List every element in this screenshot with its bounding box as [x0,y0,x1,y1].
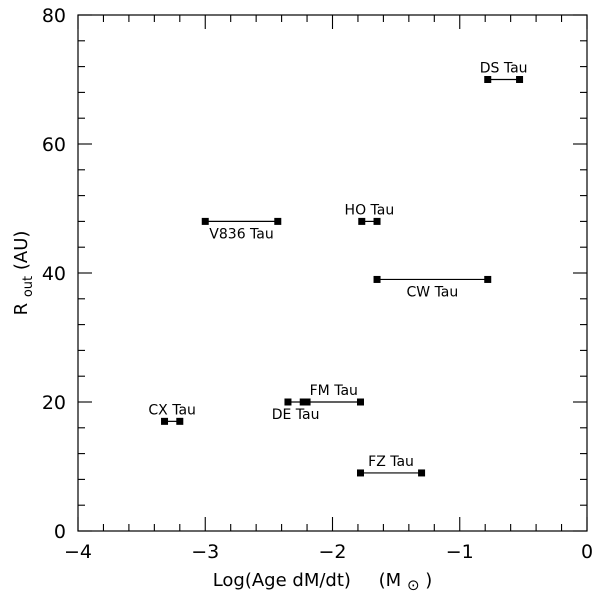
data-point-marker [284,398,292,406]
data-series-item: V836 Tau [201,217,282,242]
tick-labels: −4 −3 −2 −1 0 0 20 40 60 80 [42,5,593,563]
data-series-item: FZ Tau [356,454,426,477]
data-point-marker [356,469,364,477]
y-tick-label: 80 [42,5,66,27]
data-point-marker [418,469,426,477]
data-point-label: V836 Tau [209,226,273,242]
x-axis-title: Log(Age dM/dt) (M ⊙ ) [213,570,433,595]
data-point-marker [274,217,282,225]
data-series-item: HO Tau [345,202,395,225]
data-point-marker [356,398,364,406]
data-point-marker [373,217,381,225]
data-point-label: CW Tau [407,284,459,300]
data-point-marker [201,217,209,225]
data-point-label: CX Tau [148,402,196,418]
data-point-marker [161,417,169,425]
data-series-item: DE Tau [272,398,320,423]
data-point-label: FZ Tau [368,454,414,470]
y-axis-title-main: R [11,303,32,316]
data-point-marker [358,217,366,225]
data-series: DS Tau V836 Tau HO Tau CW Tau FM Tau DE Tau CX… [148,61,528,477]
axis-ticks [77,14,588,532]
y-tick-label: 60 [42,134,66,156]
data-point-marker [484,76,492,83]
data-point-marker [176,417,184,425]
data-series-item: CW Tau [373,275,492,300]
data-series-item: CX Tau [148,402,196,425]
x-tick-label: −3 [191,541,219,563]
data-point-marker [299,398,307,406]
y-axis-title-unit: (AU) [11,231,32,271]
data-point-marker [373,275,381,283]
data-point-marker [484,275,492,283]
y-tick-label: 20 [42,392,66,414]
sun-symbol-icon: ⊙ [407,576,420,594]
x-axis-title-main: Log(Age dM/dt) [213,570,351,591]
data-point-marker [516,76,524,83]
data-point-label: DS Tau [480,61,528,77]
data-series-item: DS Tau [480,61,528,83]
data-point-label: HO Tau [345,202,395,218]
data-point-marker [303,398,311,406]
y-axis-title: R out (AU) [11,231,37,316]
plot-frame [77,14,588,532]
x-tick-label: −2 [318,541,346,563]
x-tick-label: −4 [64,541,92,563]
x-axis-title-unit-close: ) [425,570,432,591]
data-series-item: FM Tau [303,383,364,406]
x-tick-label: 0 [581,541,593,563]
y-axis-title-subscript: out [21,276,36,297]
y-tick-label: 40 [42,263,66,285]
y-tick-label: 0 [54,521,66,543]
data-point-label: DE Tau [272,407,320,423]
x-tick-label: −1 [446,541,474,563]
data-point-label: FM Tau [310,383,358,399]
x-axis-title-unit: (M [379,570,402,591]
